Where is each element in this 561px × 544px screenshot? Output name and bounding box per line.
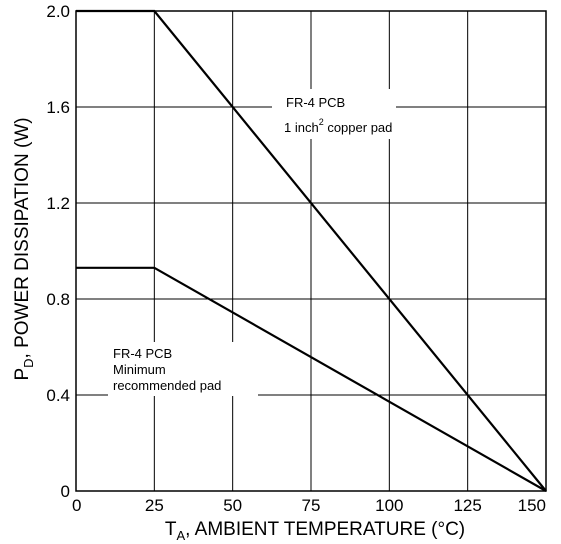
x-tick-label: 125 — [453, 496, 481, 515]
upper-annotation-sup: 2 — [319, 117, 324, 127]
upper-annotation-bg — [272, 89, 396, 139]
series-lines — [76, 9, 547, 492]
grid — [75, 10, 547, 492]
y-tick-label: 1.6 — [46, 98, 70, 117]
x-tick-label: 25 — [145, 496, 164, 515]
upper-annotation-line2-main: 1 inch — [284, 120, 319, 135]
upper-annotation-line2-rest: copper pad — [324, 120, 393, 135]
x-axis-symbol: T — [165, 519, 177, 540]
x-tick-label: 150 — [518, 496, 546, 515]
y-tick-label: 0 — [61, 482, 70, 501]
x-axis-subscript: A — [176, 528, 185, 543]
x-axis-title-rest: , AMBIENT TEMPERATURE (°C) — [185, 519, 465, 540]
x-tick-label: 100 — [375, 496, 403, 515]
plot-frame — [75, 10, 547, 492]
tick-labels: 0 25 50 75 100 125 150 0 0.4 0.8 1.2 1.6 2.0 — [46, 2, 546, 515]
x-tick-label: 75 — [302, 496, 321, 515]
y-axis-title-rest: , POWER DISSIPATION (W) — [12, 117, 33, 358]
upper-annotation-line2: 1 inch2 copper pad — [284, 117, 392, 135]
y-axis-subscript: D — [21, 358, 36, 367]
y-axis-title: PD, POWER DISSIPATION (W) — [12, 117, 36, 380]
x-axis-title: TA, AMBIENT TEMPERATURE (°C) — [165, 519, 465, 543]
y-tick-label: 0.8 — [46, 290, 70, 309]
lower-annotation-line2: Minimum — [113, 362, 166, 377]
minimum-pad-derating-line — [76, 266, 547, 492]
y-tick-label: 1.2 — [46, 194, 70, 213]
x-tick-label: 0 — [72, 496, 81, 515]
y-tick-label: 2.0 — [46, 2, 70, 21]
copper-pad-derating-line — [76, 9, 547, 492]
lower-annotation-line3: recommended pad — [113, 378, 221, 393]
lower-annotation-line1: FR-4 PCB — [113, 346, 172, 361]
x-tick-label: 50 — [223, 496, 242, 515]
upper-annotation-line1: FR-4 PCB — [286, 95, 345, 110]
y-axis-symbol: P — [12, 368, 33, 381]
y-tick-label: 0.4 — [46, 386, 70, 405]
lower-annotation-bg — [108, 342, 258, 396]
